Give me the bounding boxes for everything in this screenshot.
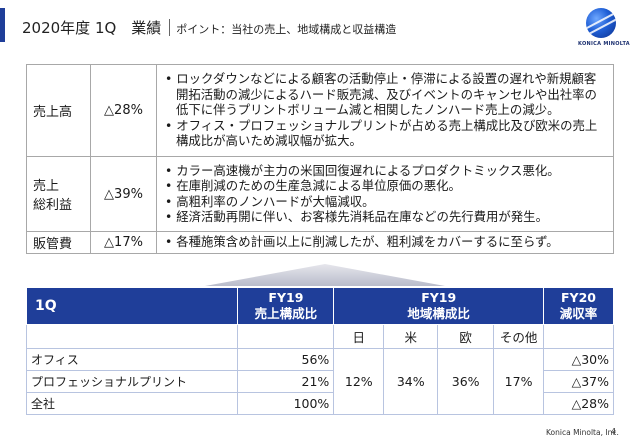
header-accent-bar: [0, 8, 5, 42]
summary-row-gross-profit: 売上 総利益 △39% • カラー高速機が主力の米国回復遅れによるプロダクトミッ…: [26, 156, 614, 232]
region-value: 34%: [383, 348, 439, 415]
breakdown-table: 1Q FY19 売上構成比 FY19 地域構成比 FY20 減収率 日 米 欧 …: [25, 287, 614, 415]
summary-description: • 各種施策含め計画以上に削減したが、粗利減をカバーするに至らず。: [156, 231, 614, 254]
page-number: 4: [611, 427, 617, 436]
category-name: プロフェッショナルプリント: [25, 370, 239, 393]
bullet-item: • オフィス・プロフェッショナルプリントが占める売上構成比及び欧米の売上構成比が…: [165, 117, 598, 149]
region-header: 米: [383, 324, 439, 349]
table-row: プロフェッショナルプリント 21% △37%: [25, 370, 614, 393]
summary-row-sales: 売上高 △28% • ロックダウンなどによる顧客の活動停止・停滞による設置の遅れ…: [26, 64, 614, 157]
summary-change: △39%: [90, 156, 157, 232]
empty-cell: [543, 324, 614, 349]
footer-company: Konica Minolta, Inc.: [546, 428, 619, 437]
summary-change: △28%: [90, 64, 157, 157]
title-separator: [169, 19, 171, 36]
table-row: 全社 100% △28%: [25, 392, 614, 415]
region-value: 17%: [493, 348, 545, 415]
company-logo: KONICA MINOLTA: [578, 8, 630, 47]
share-value: 21%: [237, 370, 335, 393]
col-header-share: FY19 売上構成比: [237, 287, 335, 325]
share-value: 100%: [237, 392, 335, 415]
share-value: 56%: [237, 348, 335, 371]
globe-logo-icon: [586, 8, 616, 38]
bullet-item: • 高粗利率のノンハードが大幅減収。: [165, 193, 375, 209]
decline-value: △30%: [543, 348, 614, 371]
bullet-item: • 各種施策含め計画以上に削減したが、粗利減をカバーするに至らず。: [165, 234, 559, 250]
summary-description: • カラー高速機が主力の米国回復遅れによるプロダクトミックス悪化。 • 在庫削減…: [156, 156, 614, 232]
summary-description: • ロックダウンなどによる顧客の活動停止・停滞による設置の遅れや新規顧客開拓活動…: [156, 64, 614, 157]
summary-label: 販管費: [26, 231, 91, 254]
empty-cell: [237, 324, 335, 349]
region-header-row: 日 米 欧 その他: [25, 324, 614, 349]
slide-header: 2020年度 1Q 業績 ポイント：当社の売上、地域構成と収益構造 KONICA …: [0, 0, 640, 56]
region-header: 欧: [437, 324, 495, 349]
summary-change: △17%: [90, 231, 157, 254]
summary-row-sga: 販管費 △17% • 各種施策含め計画以上に削減したが、粗利減をカバーするに至ら…: [26, 231, 614, 254]
category-name: オフィス: [25, 348, 239, 371]
region-header: その他: [493, 324, 545, 349]
bullet-item: • 在庫削減のための生産急減による単位原価の悪化。: [165, 178, 461, 193]
bullet-item: • カラー高速機が主力の米国回復遅れによるプロダクトミックス悪化。: [165, 162, 560, 178]
summary-table: 売上高 △28% • ロックダウンなどによる顧客の活動停止・停滞による設置の遅れ…: [26, 64, 614, 254]
title-subtitle: ポイント：当社の売上、地域構成と収益構造: [176, 23, 397, 36]
category-name: 全社: [25, 392, 239, 415]
bullet-item: • ロックダウンなどによる顧客の活動停止・停滞による設置の遅れや新規顧客開拓活動…: [165, 71, 597, 118]
down-arrow-icon: [205, 264, 445, 286]
col-header-region: FY19 地域構成比: [333, 287, 545, 325]
region-value: 12%: [333, 348, 385, 415]
decline-value: △28%: [543, 392, 614, 415]
bullet-item: • 経済活動再開に伴い、お客様先消耗品在庫などの先行費用が発生。: [165, 209, 548, 224]
title-main: 2020年度 1Q 業績: [22, 19, 162, 37]
region-header: 日: [333, 324, 385, 349]
empty-cell: [25, 324, 239, 349]
table-row: オフィス 56% 12% 34% 36% 17% △30%: [25, 348, 614, 415]
logo-text: KONICA MINOLTA: [578, 41, 630, 47]
quarter-label: 1Q: [25, 287, 239, 325]
slide-title: 2020年度 1Q 業績 ポイント：当社の売上、地域構成と収益構造: [22, 17, 396, 38]
summary-label: 売上 総利益: [26, 156, 91, 232]
region-value: 36%: [437, 348, 495, 415]
col-header-decline: FY20 減収率: [543, 287, 614, 325]
breakdown-header-row: 1Q FY19 売上構成比 FY19 地域構成比 FY20 減収率: [25, 287, 614, 325]
summary-label: 売上高: [26, 64, 91, 157]
decline-value: △37%: [543, 370, 614, 393]
